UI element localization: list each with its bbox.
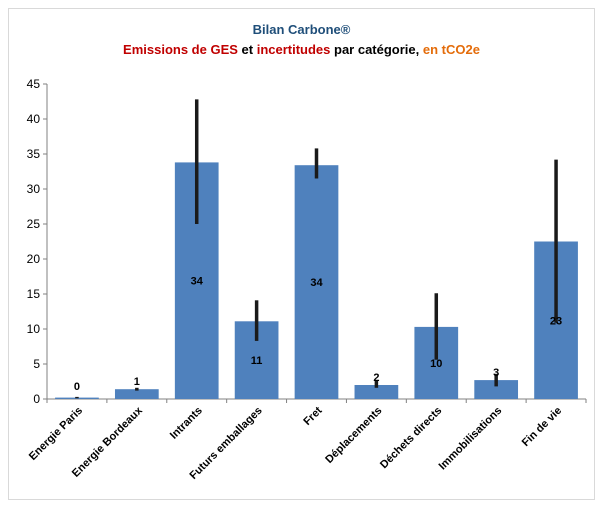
data-label: 23 (550, 315, 562, 327)
bars-layer (55, 162, 578, 399)
bar (354, 385, 399, 399)
x-category-label: Déplacements (323, 405, 384, 466)
data-label: 1 (134, 376, 140, 388)
x-category-label: Fret (301, 404, 324, 427)
x-category-label: Intrants (168, 405, 205, 442)
bar (474, 380, 519, 399)
subtitle-part-emissions: Emissions de GES (123, 42, 238, 57)
x-category-label: Fin de vie (520, 405, 564, 449)
y-tick-label: 0 (33, 392, 40, 406)
subtitle-part-et: et (237, 42, 257, 57)
x-category-label: Immobilisations (437, 405, 505, 473)
y-tick-label: 20 (27, 252, 41, 266)
y-tick-label: 40 (27, 112, 41, 126)
y-tick-label: 35 (27, 147, 41, 161)
error-bars-layer (75, 99, 558, 399)
chart-title: Bilan Carbone® (252, 22, 351, 37)
y-tick-label: 30 (27, 182, 41, 196)
y-tick-label: 15 (27, 287, 41, 301)
subtitle-part-unit: en tCO2e (422, 42, 480, 57)
subtitle-part-incertitudes: incertitudes (256, 42, 331, 57)
data-label: 0 (74, 381, 80, 393)
data-label: 10 (430, 358, 442, 370)
subtitle-part-par-categorie: par catégorie, (330, 42, 423, 57)
bar (114, 389, 159, 399)
x-category-label: Déchets directs (378, 405, 444, 471)
data-label: 34 (310, 277, 323, 289)
data-label: 3 (493, 367, 499, 379)
bar (294, 165, 339, 399)
data-label: 2 (373, 372, 379, 384)
chart-subtitle: Emissions de GES et incertitudes par cat… (8, 42, 595, 57)
x-category-label: Energie Paris (27, 405, 85, 463)
data-label: 11 (251, 355, 263, 367)
y-tick-label: 10 (27, 322, 41, 336)
y-tick-label: 5 (33, 357, 40, 371)
y-tick-label: 25 (27, 217, 41, 231)
data-label: 34 (191, 276, 204, 288)
y-tick-label: 45 (27, 77, 41, 91)
